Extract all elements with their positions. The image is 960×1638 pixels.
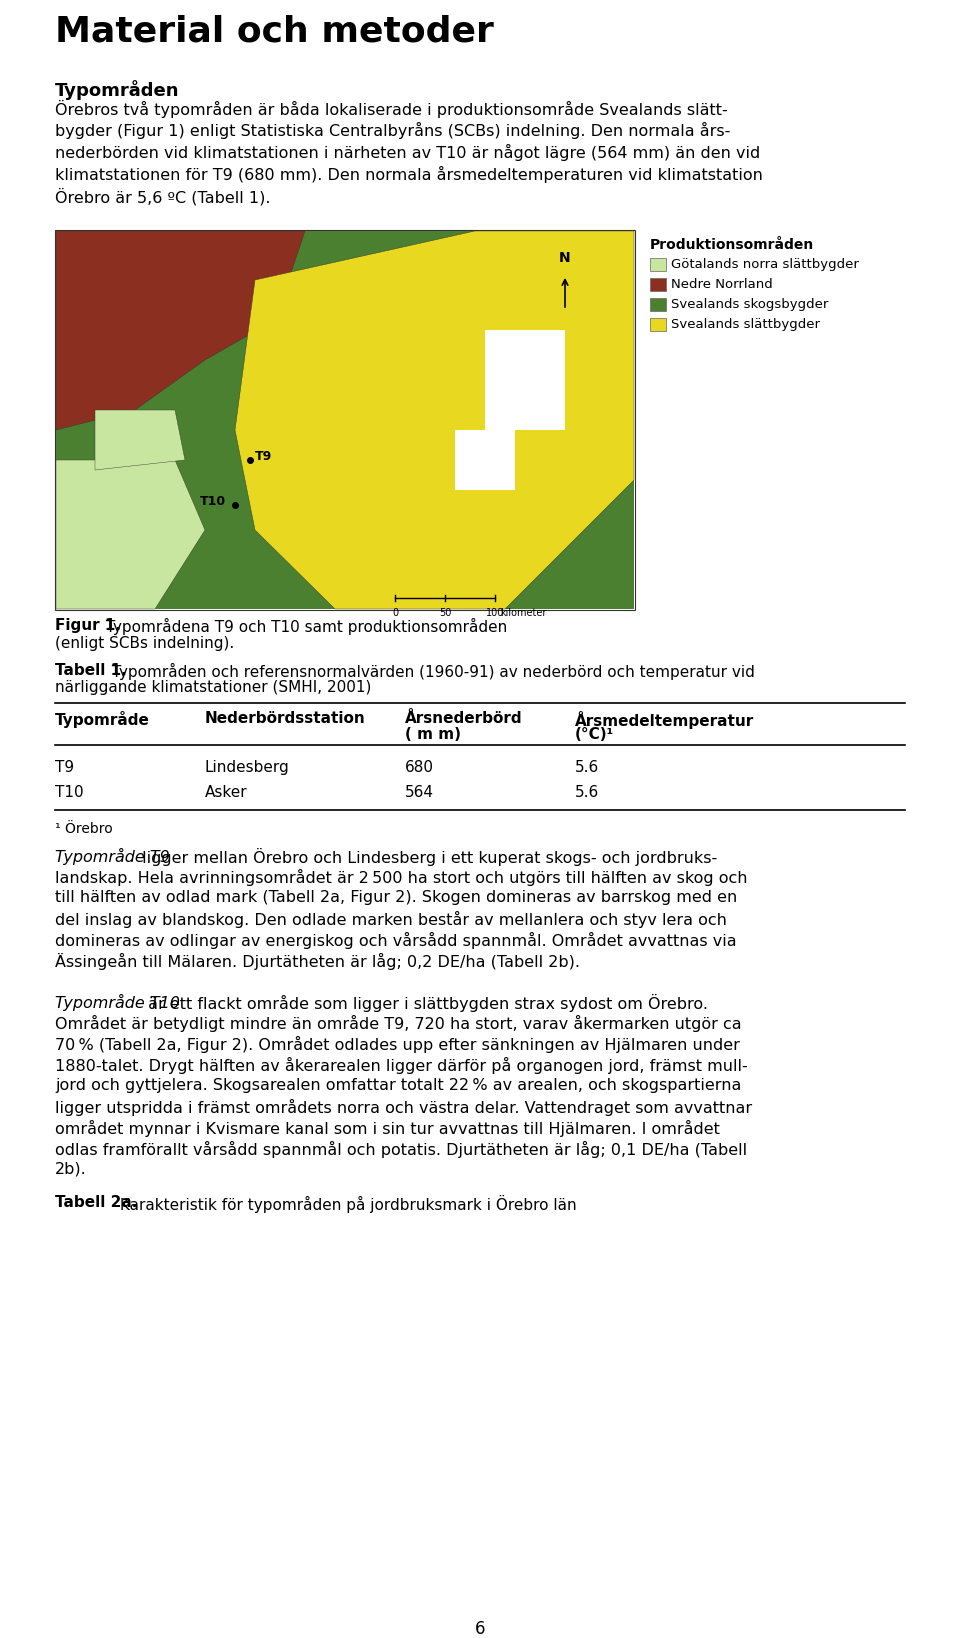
Text: Figur 1.: Figur 1. <box>55 618 121 632</box>
Text: 50: 50 <box>439 608 451 618</box>
Bar <box>485 329 565 431</box>
Text: Typområden: Typområden <box>55 80 180 100</box>
Text: Tabell 1.: Tabell 1. <box>55 663 127 678</box>
Text: 0: 0 <box>392 608 398 618</box>
Text: Lindesberg: Lindesberg <box>205 760 290 775</box>
Text: Nederbördsstation: Nederbördsstation <box>205 711 366 726</box>
Text: domineras av odlingar av energiskog och vårsådd spannmål. Området avvattnas via: domineras av odlingar av energiskog och … <box>55 932 736 948</box>
Bar <box>650 298 666 311</box>
Text: T9: T9 <box>255 450 273 464</box>
Text: närliggande klimatstationer (SMHI, 2001): närliggande klimatstationer (SMHI, 2001) <box>55 680 372 695</box>
Text: området mynnar i Kvismare kanal som i sin tur avvattnas till Hjälmaren. I område: området mynnar i Kvismare kanal som i si… <box>55 1120 720 1137</box>
Text: Området är betydligt mindre än område T9, 720 ha stort, varav åkermarken utgör c: Området är betydligt mindre än område T9… <box>55 1016 742 1032</box>
Text: 100: 100 <box>486 608 504 618</box>
Text: 680: 680 <box>405 760 434 775</box>
Text: landskap. Hela avrinningsområdet är 2 500 ha stort och utgörs till hälften av sk: landskap. Hela avrinningsområdet är 2 50… <box>55 870 748 886</box>
Text: jord och gyttjelera. Skogsarealen omfattar totalt 22 % av arealen, och skogspart: jord och gyttjelera. Skogsarealen omfatt… <box>55 1078 741 1093</box>
Text: Örebros två typområden är båda lokaliserade i produktionsområde Svealands slätt-: Örebros två typområden är båda lokaliser… <box>55 100 728 118</box>
Text: (enligt SCBs indelning).: (enligt SCBs indelning). <box>55 636 234 650</box>
Polygon shape <box>56 231 305 431</box>
Bar <box>55 229 635 609</box>
Text: T9: T9 <box>55 760 74 775</box>
Polygon shape <box>56 460 205 609</box>
Text: bygder (Figur 1) enligt Statistiska Centralbyråns (SCBs) indelning. Den normala : bygder (Figur 1) enligt Statistiska Cent… <box>55 121 731 139</box>
Text: Årsmedeltemperatur: Årsmedeltemperatur <box>575 711 755 729</box>
Text: nederbörden vid klimatstationen i närheten av T10 är något lägre (564 mm) än den: nederbörden vid klimatstationen i närhet… <box>55 144 760 161</box>
Text: Nedre Norrland: Nedre Norrland <box>671 278 773 292</box>
Text: Karakteristik för typområden på jordbruksmark i Örebro län: Karakteristik för typområden på jordbruk… <box>115 1196 577 1214</box>
Text: Typområde T9: Typområde T9 <box>55 848 170 865</box>
Bar <box>650 318 666 331</box>
Text: 564: 564 <box>405 785 434 799</box>
Text: Produktionsområden: Produktionsområden <box>650 238 814 252</box>
Text: Tabell 2a.: Tabell 2a. <box>55 1196 137 1210</box>
Text: T10: T10 <box>55 785 84 799</box>
Text: kilometer: kilometer <box>500 608 546 618</box>
Bar <box>56 231 634 609</box>
Text: Typområde T10: Typområde T10 <box>55 994 180 1011</box>
Bar <box>455 431 515 490</box>
Text: N: N <box>559 251 571 265</box>
Bar <box>650 278 666 292</box>
Text: Typområde: Typområde <box>55 711 150 727</box>
Text: Material och metoder: Material och metoder <box>55 15 493 49</box>
Text: Ässingeån till Mälaren. Djurtätheten är låg; 0,2 DE/ha (Tabell 2b).: Ässingeån till Mälaren. Djurtätheten är … <box>55 953 580 970</box>
Text: del inslag av blandskog. Den odlade marken består av mellanlera och styv lera oc: del inslag av blandskog. Den odlade mark… <box>55 911 727 929</box>
Text: Svealands slättbygder: Svealands slättbygder <box>671 318 820 331</box>
Text: 2b).: 2b). <box>55 1161 86 1178</box>
Text: Svealands skogsbygder: Svealands skogsbygder <box>671 298 828 311</box>
Bar <box>650 259 666 270</box>
Text: Årsnederbörd: Årsnederbörd <box>405 711 522 726</box>
Text: (°C)¹: (°C)¹ <box>575 727 614 742</box>
Text: Örebro är 5,6 ºC (Tabell 1).: Örebro är 5,6 ºC (Tabell 1). <box>55 188 271 205</box>
Text: till hälften av odlad mark (Tabell 2a, Figur 2). Skogen domineras av barrskog me: till hälften av odlad mark (Tabell 2a, F… <box>55 889 737 906</box>
Polygon shape <box>95 410 185 470</box>
Text: odlas framförallt vårsådd spannmål och potatis. Djurtätheten är låg; 0,1 DE/ha (: odlas framförallt vårsådd spannmål och p… <box>55 1142 747 1158</box>
Text: 6: 6 <box>475 1620 485 1638</box>
Text: Typområden och referensnormalvärden (1960-91) av nederbörd och temperatur vid: Typområden och referensnormalvärden (196… <box>107 663 755 680</box>
Text: ¹ Örebro: ¹ Örebro <box>55 822 112 835</box>
Polygon shape <box>235 231 634 609</box>
Text: är ett flackt område som ligger i slättbygden strax sydost om Örebro.: är ett flackt område som ligger i slättb… <box>143 994 708 1012</box>
Text: ( m m): ( m m) <box>405 727 461 742</box>
Text: ligger mellan Örebro och Lindesberg i ett kuperat skogs- och jordbruks-: ligger mellan Örebro och Lindesberg i et… <box>136 848 717 867</box>
Text: 5.6: 5.6 <box>575 760 599 775</box>
Text: Götalands norra slättbygder: Götalands norra slättbygder <box>671 259 859 270</box>
Text: klimatstationen för T9 (680 mm). Den normala årsmedeltemperaturen vid klimatstat: klimatstationen för T9 (680 mm). Den nor… <box>55 165 763 183</box>
Text: 70 % (Tabell 2a, Figur 2). Området odlades upp efter sänkningen av Hjälmaren und: 70 % (Tabell 2a, Figur 2). Området odlad… <box>55 1035 740 1053</box>
Text: Asker: Asker <box>205 785 248 799</box>
Text: T10: T10 <box>200 495 227 508</box>
Text: 5.6: 5.6 <box>575 785 599 799</box>
Text: Typområdena T9 och T10 samt produktionsområden: Typområdena T9 och T10 samt produktionso… <box>101 618 507 636</box>
Text: 1880-talet. Drygt hälften av åkerarealen ligger därför på organogen jord, främst: 1880-talet. Drygt hälften av åkerarealen… <box>55 1057 748 1075</box>
Text: ligger utspridda i främst områdets norra och västra delar. Vattendraget som avva: ligger utspridda i främst områdets norra… <box>55 1099 752 1115</box>
